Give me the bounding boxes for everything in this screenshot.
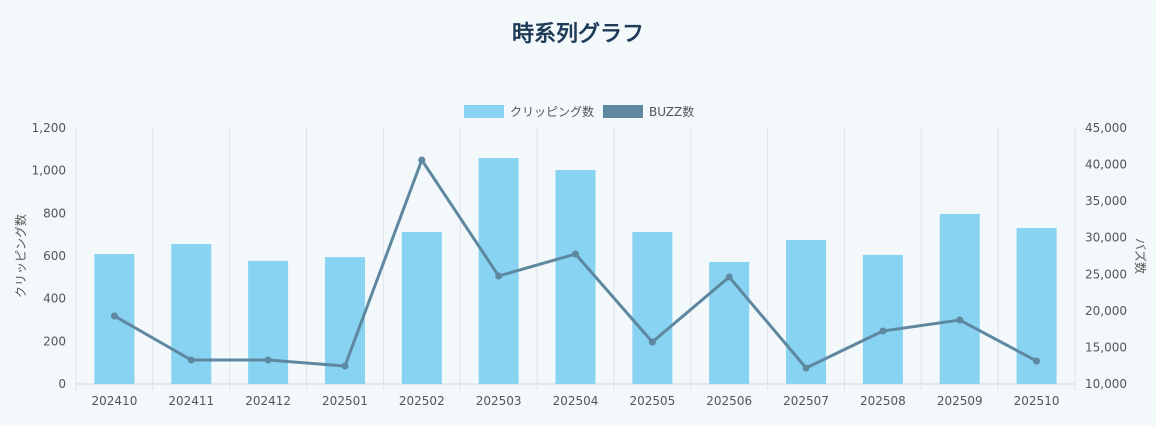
x-tick-label: 202502	[399, 394, 445, 408]
x-tick-label: 202503	[476, 394, 522, 408]
x-tick-label: 202509	[937, 394, 983, 408]
y-axis-label: クリッピング数	[13, 214, 28, 298]
buzz-point	[1033, 357, 1041, 365]
bar	[939, 213, 980, 384]
bar	[709, 261, 750, 384]
x-tick-label: 202507	[783, 394, 829, 408]
y2-tick-label: 35,000	[1085, 194, 1127, 208]
legend-swatch-buzz	[603, 105, 643, 118]
buzz-point	[418, 156, 426, 164]
y-tick-label: 800	[43, 206, 66, 220]
x-tick-label: 202504	[553, 394, 599, 408]
y-tick-label: 0	[58, 377, 66, 391]
bar	[401, 232, 442, 384]
y2-tick-label: 45,000	[1085, 121, 1127, 135]
y2-tick-label: 20,000	[1085, 304, 1127, 318]
y2-tick-label: 40,000	[1085, 158, 1127, 172]
y2-tick-label: 15,000	[1085, 340, 1127, 354]
bar	[248, 260, 289, 384]
y-tick-label: 200	[43, 334, 66, 348]
y-tick-label: 400	[43, 292, 66, 306]
y-tick-label: 1,000	[32, 164, 66, 178]
buzz-point	[341, 362, 349, 370]
buzz-point	[572, 250, 579, 258]
bar	[555, 170, 596, 384]
buzz-point	[879, 327, 887, 335]
y2-tick-label: 10,000	[1085, 377, 1127, 391]
chart-title: 時系列グラフ	[511, 22, 644, 47]
y2-axis-label: バズ数	[1133, 238, 1148, 274]
legend-label-clipping: クリッピング数	[510, 104, 594, 119]
y2-tick-label: 30,000	[1085, 231, 1127, 245]
buzz-point	[264, 356, 272, 364]
buzz-point	[802, 364, 810, 372]
buzz-point	[725, 273, 733, 281]
x-tick-label: 202501	[322, 394, 368, 408]
buzz-point	[187, 356, 195, 364]
y2-tick-label: 25,000	[1085, 267, 1127, 281]
x-tick-label: 202410	[92, 394, 138, 408]
x-tick-label: 202508	[860, 394, 906, 408]
x-tick-label: 202412	[245, 394, 291, 408]
x-tick-label: 202411	[168, 394, 214, 408]
legend-label-buzz: BUZZ数	[649, 104, 694, 119]
legend-swatch-clipping	[464, 105, 504, 118]
x-tick-label: 202510	[1014, 394, 1060, 408]
y-tick-label: 1,200	[32, 121, 66, 135]
y-tick-label: 600	[43, 249, 66, 263]
bar	[632, 232, 673, 384]
buzz-point	[110, 312, 118, 320]
x-tick-label: 202506	[706, 394, 752, 408]
buzz-point	[956, 316, 964, 324]
x-tick-label: 202505	[629, 394, 675, 408]
buzz-point	[495, 272, 503, 280]
buzz-point	[648, 338, 656, 346]
bar	[862, 254, 903, 384]
